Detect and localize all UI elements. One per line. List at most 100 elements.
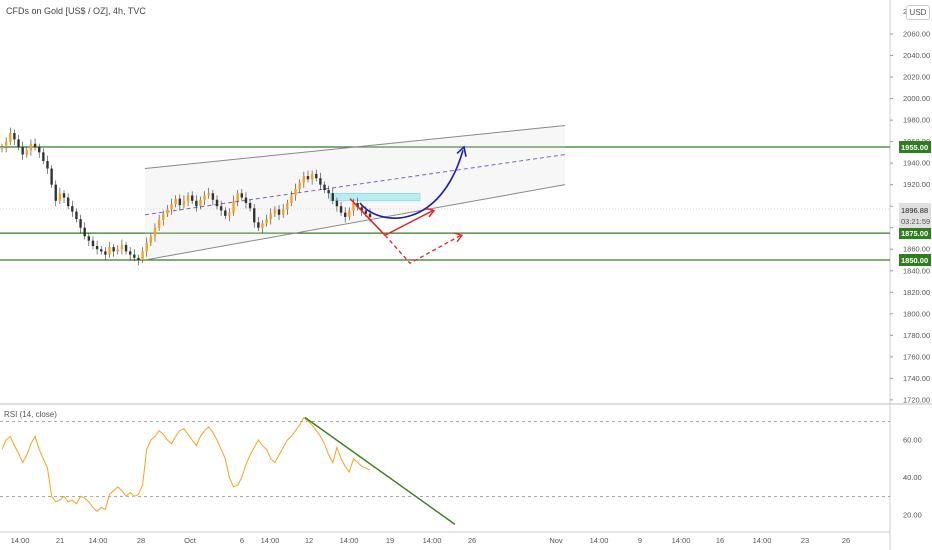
candle-body [112,247,115,252]
channel-lower [144,184,566,261]
candle-body [21,147,24,155]
candle-body [191,195,194,201]
time-tick-label: 14:00 [753,536,772,545]
price-tags: 1955.00 1875.00 1850.00 1896.88 03:21:59 [899,141,931,266]
level-price-tag [899,141,931,153]
time-tick-label: 6 [240,536,244,545]
time-tick-label: 26 [468,536,476,545]
trend-channel[interactable] [144,124,566,261]
candle-body [75,211,78,220]
candle-body [195,200,198,207]
time-tick-label: 12 [305,536,313,545]
price-tick-label: 1820.00 [903,288,930,297]
candle-body [91,240,95,247]
candle-body [207,193,210,196]
level-price-label: 1850.00 [901,256,928,265]
level-price-tag [899,227,931,240]
candle-body [240,193,244,198]
price-tick-label: 1860.00 [903,245,930,254]
candle-body [310,173,314,180]
candle-body [319,178,322,185]
last-price-tag [899,203,931,228]
candle-body [265,219,268,224]
candle-body [162,213,165,221]
time-tick-label: 28 [137,536,145,545]
red-dashed-arrow-head [453,232,464,243]
channel-midline [144,154,566,216]
price-tick-label: 1740.00 [903,374,930,383]
channel-fill [145,125,565,260]
last-price-label: 1896.88 [901,206,928,215]
candle-body [219,206,223,211]
price-tick-label: 1920.00 [903,180,930,189]
time-tick-label: 14:00 [672,536,691,545]
candle-body [145,242,148,252]
candle-body [38,147,41,153]
time-tick-label: 9 [638,536,642,545]
candle-body [273,209,277,214]
time-tick-label: 14:00 [261,536,280,545]
time-tick-label: 16 [716,536,724,545]
candle-body [108,247,111,255]
price-tick-label: 1760.00 [903,352,930,361]
time-axis[interactable]: 14:00 21 14:00 28 Oct 6 14:00 12 14:00 19 14:00 26 N… [11,536,851,545]
rsi-tick-label: 60.00 [903,436,922,445]
candle-body [0,147,4,150]
candle-body [62,193,66,198]
candle-body [54,184,57,201]
rsi-trendline [304,416,456,525]
red-arrow-head [425,207,436,218]
candle-body [224,210,227,216]
red-dashed-projection [384,234,462,265]
channel-upper [144,124,566,170]
time-tick-label: 14:00 [340,536,359,545]
time-tick-label: 14:00 [11,536,30,545]
candle-body [50,168,53,185]
time-tick-label: 21 [56,536,64,545]
chart-title: CFDs on Gold [US$ / OZ], 4h, TVC [6,6,146,16]
time-tick-label: 26 [842,536,850,545]
candle-body [348,210,351,217]
candle-body [124,244,128,252]
candle-body [182,200,186,206]
level-price-label: 1875.00 [901,229,928,238]
candle-body [327,190,330,194]
candle-body [71,206,74,212]
candle-body [261,223,264,228]
candle-body [339,206,343,213]
candle-body [232,200,235,213]
candle-body [186,195,190,201]
candle-body [83,227,86,237]
candle-body [116,249,119,252]
candle-body [306,176,310,180]
candle-body [368,213,372,217]
price-tick-label: 2020.00 [903,73,930,82]
candle-body [257,222,260,228]
candle-body [141,251,144,260]
currency-button[interactable]: USD [906,5,930,20]
projection-arrows[interactable] [349,145,467,265]
countdown-label: 03:21:59 [901,217,930,226]
rsi-tick-label: 40.00 [903,473,922,482]
candle-body [269,213,272,220]
candle-body [157,220,161,228]
candle-body [236,193,239,201]
price-tick-label: 2040.00 [903,51,930,60]
candle-body [323,184,326,191]
price-tick-label: 1720.00 [903,395,930,404]
candle-body [294,188,297,196]
candle-body [66,197,70,207]
candle-body [79,219,82,228]
horizontal-levels[interactable] [0,146,890,261]
time-tick-label: Oct [184,536,197,545]
time-tick-label: 14:00 [89,536,108,545]
candle-body [133,254,136,258]
candle-body [178,198,181,206]
candle-body [29,143,33,151]
candle-body [4,141,8,147]
candle-body [137,257,140,260]
rsi-pane: 60.00 40.00 20.00 [0,416,922,525]
candle-body [149,236,153,243]
price-tick-label: 2060.00 [903,30,930,39]
